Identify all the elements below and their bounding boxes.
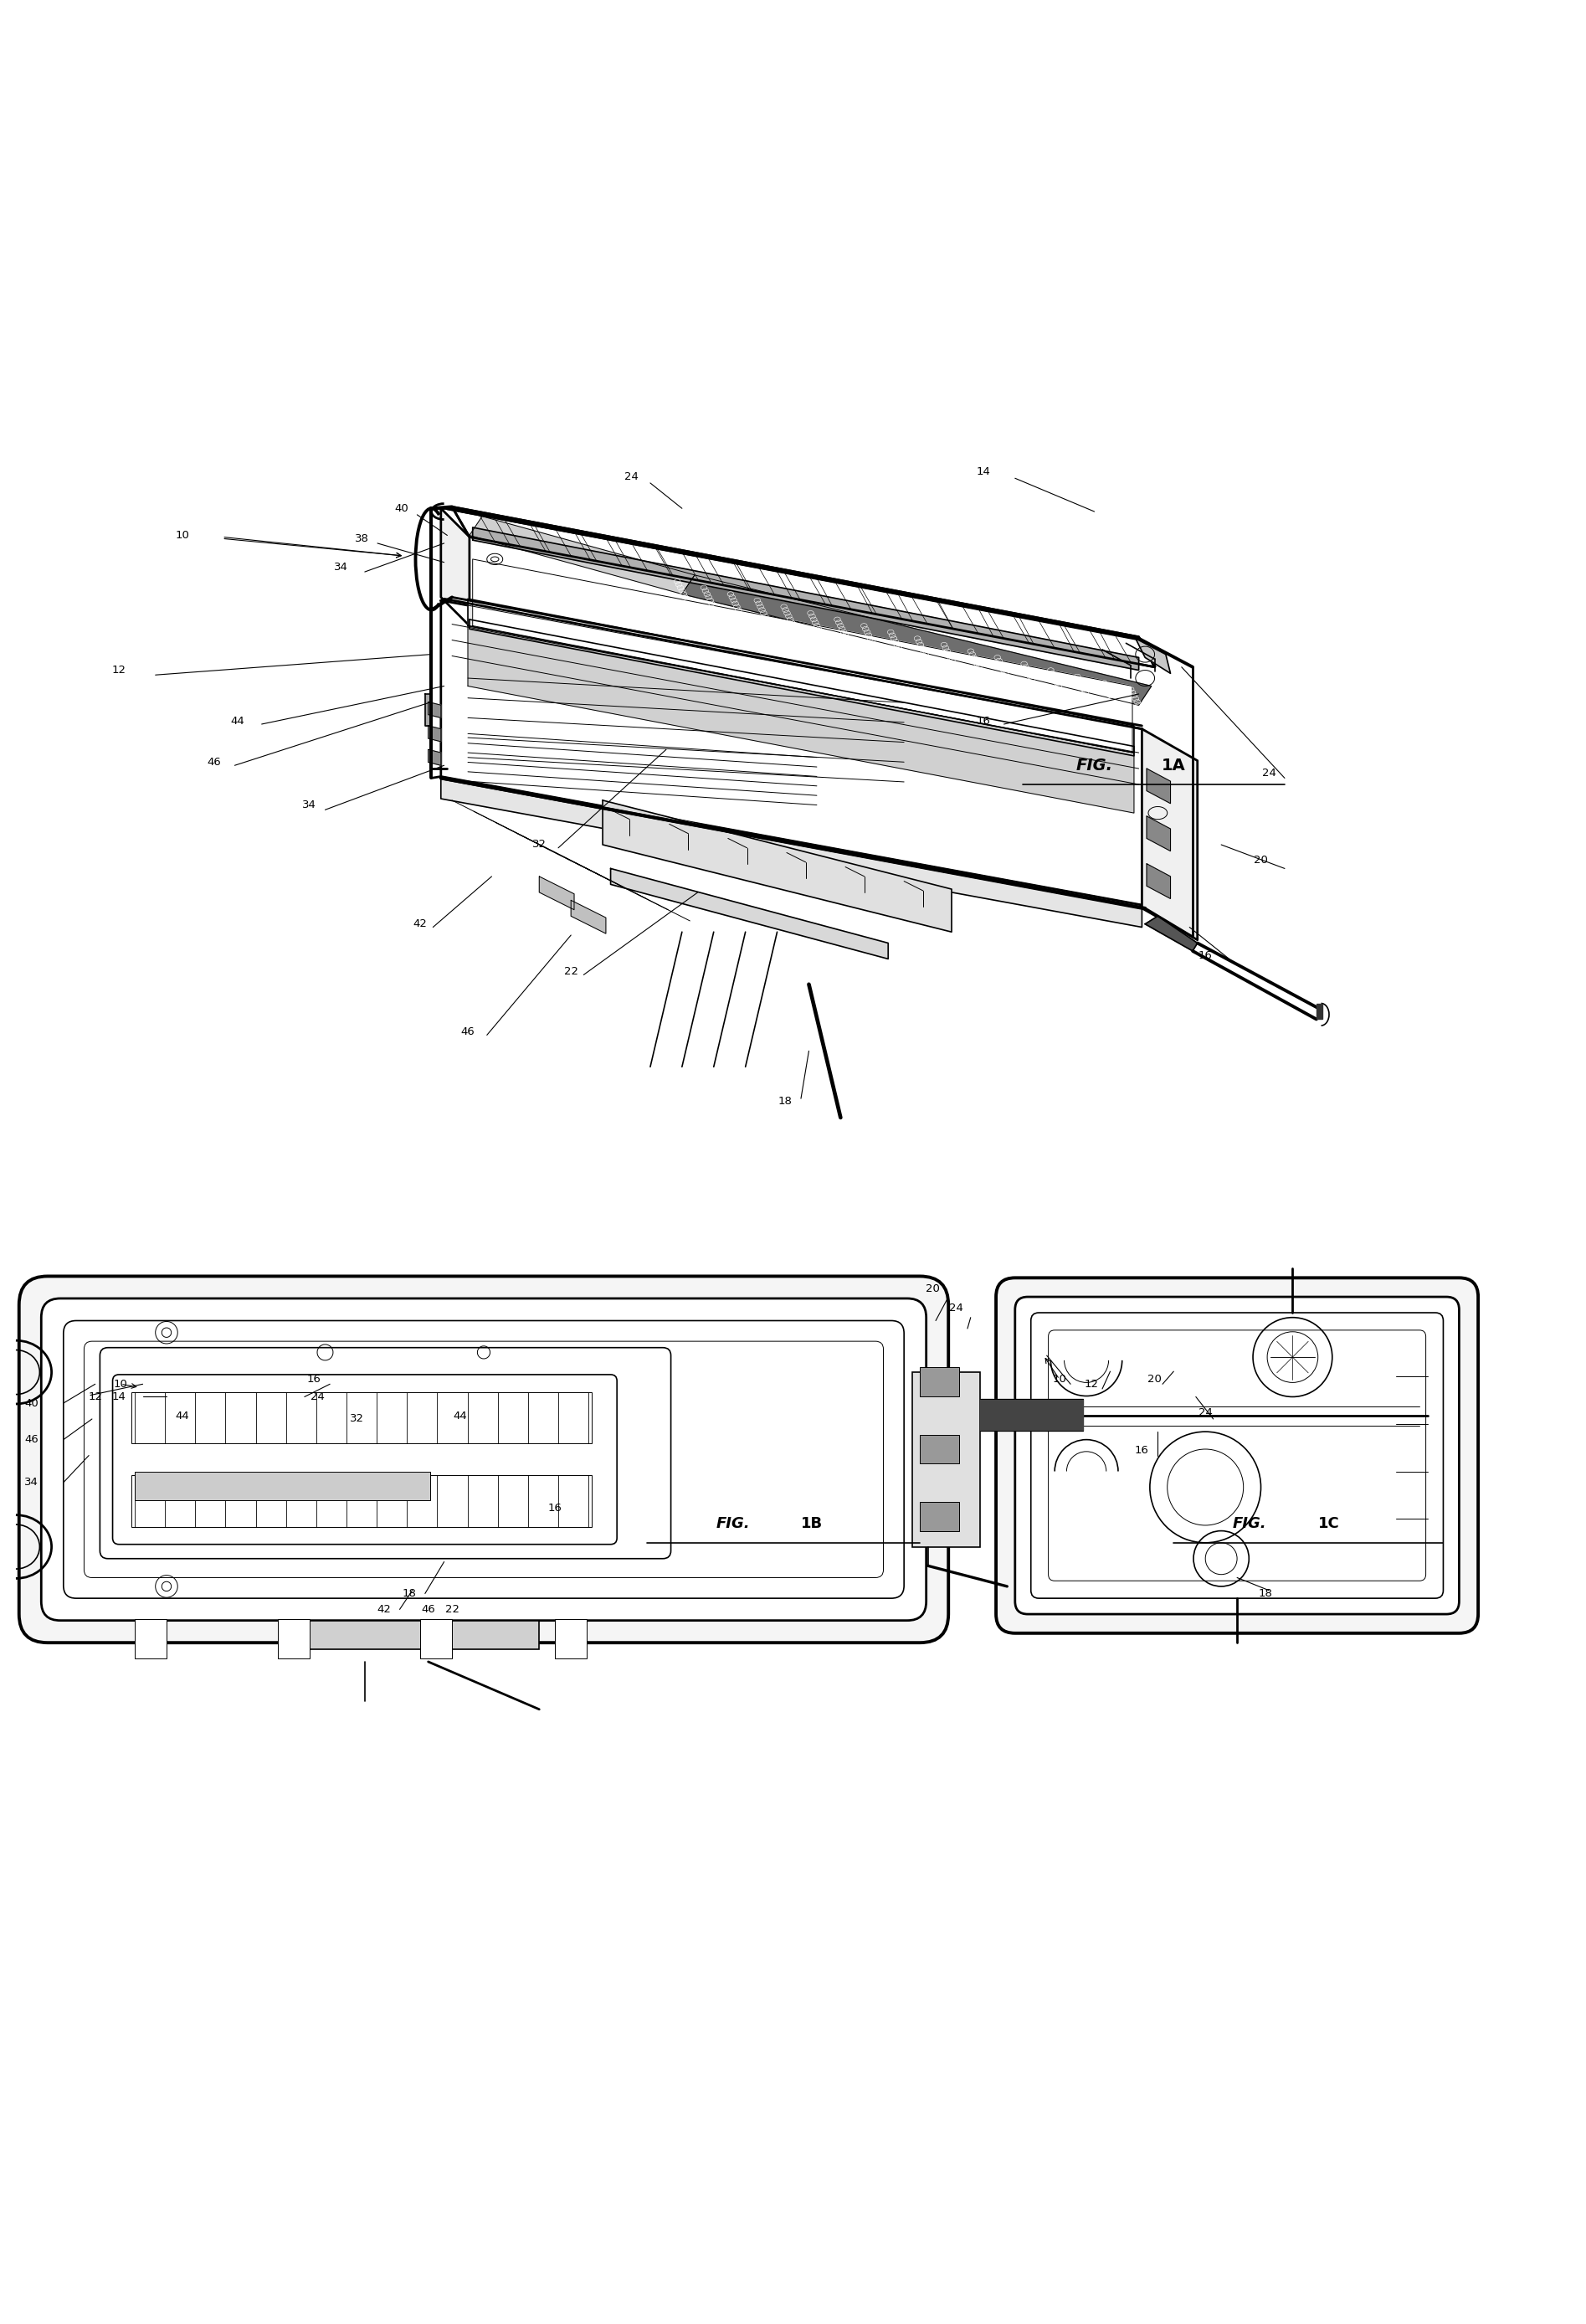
Text: 34: 34 xyxy=(25,1478,38,1487)
Polygon shape xyxy=(1136,639,1170,674)
Text: 44: 44 xyxy=(454,1411,466,1422)
Text: 20: 20 xyxy=(1255,855,1267,867)
Polygon shape xyxy=(473,528,1139,669)
Text: 12: 12 xyxy=(1085,1378,1098,1390)
Bar xyxy=(132,1476,592,1527)
Text: 40: 40 xyxy=(25,1397,38,1408)
Text: 10: 10 xyxy=(1053,1373,1066,1385)
Text: 16: 16 xyxy=(1199,951,1212,962)
Polygon shape xyxy=(539,876,574,909)
Text: FIG.: FIG. xyxy=(715,1515,750,1532)
Text: 46: 46 xyxy=(25,1434,38,1446)
Bar xyxy=(920,1367,960,1397)
Text: 1A: 1A xyxy=(1161,758,1186,774)
Polygon shape xyxy=(1145,916,1197,951)
Text: 24: 24 xyxy=(950,1301,963,1313)
Text: 46: 46 xyxy=(462,1027,474,1037)
Polygon shape xyxy=(468,625,1134,813)
FancyBboxPatch shape xyxy=(996,1278,1478,1634)
Text: 24: 24 xyxy=(1262,767,1275,779)
Polygon shape xyxy=(1147,769,1170,804)
Text: 16: 16 xyxy=(1136,1446,1148,1457)
Text: 32: 32 xyxy=(533,839,546,851)
Polygon shape xyxy=(611,869,888,960)
Text: 32: 32 xyxy=(351,1413,363,1425)
Text: 1C: 1C xyxy=(1318,1515,1340,1532)
Text: 16: 16 xyxy=(549,1501,561,1513)
Bar xyxy=(293,1620,539,1650)
Polygon shape xyxy=(441,776,1142,927)
Bar xyxy=(555,1620,587,1659)
Polygon shape xyxy=(603,799,952,932)
Text: FIG.: FIG. xyxy=(1232,1515,1267,1532)
Text: 20: 20 xyxy=(926,1283,939,1294)
FancyBboxPatch shape xyxy=(63,1320,904,1599)
Polygon shape xyxy=(469,516,695,595)
Text: 18: 18 xyxy=(779,1097,791,1106)
Text: 12: 12 xyxy=(89,1392,102,1401)
Polygon shape xyxy=(980,1399,1083,1432)
Text: 24: 24 xyxy=(625,472,638,481)
FancyBboxPatch shape xyxy=(1031,1313,1443,1599)
Bar xyxy=(920,1434,960,1464)
Polygon shape xyxy=(425,695,431,725)
Bar xyxy=(135,1620,167,1659)
Text: 18: 18 xyxy=(1259,1587,1272,1599)
FancyBboxPatch shape xyxy=(1015,1297,1459,1615)
Text: 38: 38 xyxy=(355,532,368,544)
Text: 40: 40 xyxy=(395,502,408,514)
Text: 16: 16 xyxy=(977,716,990,727)
FancyBboxPatch shape xyxy=(19,1276,948,1643)
Text: 34: 34 xyxy=(303,799,316,811)
Text: 42: 42 xyxy=(414,918,427,930)
FancyBboxPatch shape xyxy=(84,1341,883,1578)
Text: 1B: 1B xyxy=(801,1515,823,1532)
Text: 20: 20 xyxy=(1148,1373,1161,1385)
Text: 46: 46 xyxy=(208,758,220,767)
Text: 24: 24 xyxy=(1199,1408,1212,1418)
Bar xyxy=(132,1392,592,1443)
Polygon shape xyxy=(441,600,1142,904)
Text: 44: 44 xyxy=(232,716,244,727)
FancyBboxPatch shape xyxy=(113,1373,617,1545)
FancyBboxPatch shape xyxy=(1048,1329,1426,1580)
Text: 10: 10 xyxy=(114,1378,127,1390)
Text: 44: 44 xyxy=(176,1411,189,1422)
Polygon shape xyxy=(1142,730,1197,939)
Polygon shape xyxy=(473,560,1132,753)
Polygon shape xyxy=(452,507,1155,667)
Text: 42: 42 xyxy=(377,1604,390,1615)
Text: 16: 16 xyxy=(308,1373,320,1385)
FancyBboxPatch shape xyxy=(41,1299,926,1620)
Polygon shape xyxy=(571,899,606,934)
Polygon shape xyxy=(441,509,469,625)
Polygon shape xyxy=(468,600,1134,753)
Polygon shape xyxy=(682,574,1151,704)
Bar xyxy=(920,1501,960,1532)
Polygon shape xyxy=(428,725,441,741)
Polygon shape xyxy=(428,751,441,765)
Text: 14: 14 xyxy=(977,467,990,476)
Text: 18: 18 xyxy=(403,1587,416,1599)
Bar xyxy=(278,1620,309,1659)
Polygon shape xyxy=(428,702,441,718)
Text: 46: 46 xyxy=(422,1604,435,1615)
FancyBboxPatch shape xyxy=(100,1348,671,1559)
Text: 10: 10 xyxy=(176,530,189,541)
Bar xyxy=(912,1371,980,1548)
Text: 34: 34 xyxy=(335,562,347,572)
Text: 12: 12 xyxy=(113,665,125,676)
Text: 14: 14 xyxy=(113,1392,125,1401)
Polygon shape xyxy=(1147,816,1170,851)
Bar xyxy=(135,1471,430,1499)
Polygon shape xyxy=(1147,865,1170,899)
Bar xyxy=(420,1620,452,1659)
Polygon shape xyxy=(1316,1004,1323,1020)
Text: 24: 24 xyxy=(311,1392,324,1401)
Text: FIG.: FIG. xyxy=(1075,758,1113,774)
Text: 22: 22 xyxy=(565,967,577,976)
Text: 22: 22 xyxy=(446,1604,458,1615)
